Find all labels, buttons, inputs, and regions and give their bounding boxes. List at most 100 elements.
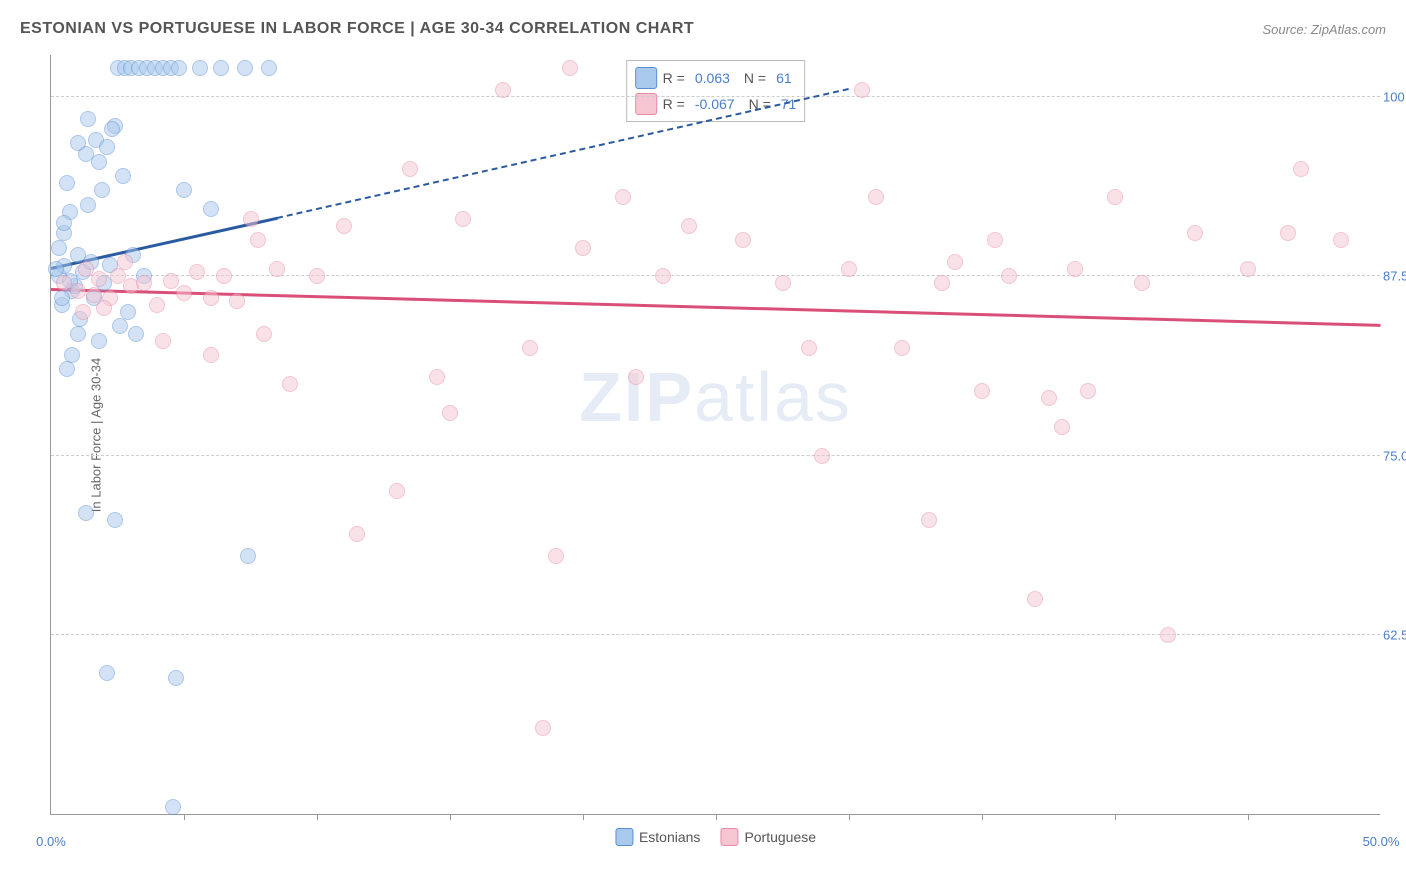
data-point [240,548,256,564]
data-point [309,268,325,284]
y-tick-label: 62.5% [1383,627,1406,642]
data-point [389,483,405,499]
data-point [987,232,1003,248]
data-point [1067,261,1083,277]
data-point [91,271,107,287]
data-point [681,218,697,234]
data-point [735,232,751,248]
data-point [1107,189,1123,205]
data-point [442,405,458,421]
x-tick [716,814,717,820]
data-point [801,340,817,356]
data-point [165,799,181,815]
data-point [562,60,578,76]
legend-r-label: R = [663,96,685,112]
data-point [54,290,70,306]
legend-item-portuguese: Portuguese [720,828,816,846]
legend-n-label: N = [744,70,766,86]
y-axis-title: In Labor Force | Age 30-34 [89,357,104,511]
data-point [841,261,857,277]
data-point [1134,275,1150,291]
data-point [176,285,192,301]
data-point [115,168,131,184]
data-point [91,333,107,349]
data-point [59,175,75,191]
data-point [163,273,179,289]
data-point [934,275,950,291]
trend-line [277,88,849,219]
data-point [974,383,990,399]
data-point [455,211,471,227]
data-point [107,512,123,528]
series-legend: Estonians Portuguese [615,828,816,846]
data-point [495,82,511,98]
data-point [269,261,285,277]
source-label: Source: ZipAtlas.com [1262,22,1386,37]
chart-area: ZIPatlas In Labor Force | Age 30-34 R = … [50,55,1380,815]
legend-series-label: Portuguese [744,829,816,845]
data-point [1027,591,1043,607]
data-point [947,254,963,270]
data-point [80,197,96,213]
data-point [1187,225,1203,241]
data-point [96,300,112,316]
data-point [189,264,205,280]
x-tick [583,814,584,820]
legend-n-value: 61 [776,70,792,86]
data-point [868,189,884,205]
grid-line [51,455,1380,456]
data-point [402,161,418,177]
data-point [548,548,564,564]
data-point [261,60,277,76]
data-point [522,340,538,356]
x-tick [849,814,850,820]
data-point [203,201,219,217]
data-point [894,340,910,356]
data-point [1293,161,1309,177]
data-point [203,347,219,363]
data-point [176,182,192,198]
data-point [112,318,128,334]
data-point [535,720,551,736]
data-point [59,361,75,377]
data-point [1240,261,1256,277]
data-point [203,290,219,306]
legend-item-estonians: Estonians [615,828,700,846]
data-point [336,218,352,234]
x-tick-label: 0.0% [36,834,66,849]
x-tick-label: 50.0% [1363,834,1400,849]
data-point [99,665,115,681]
watermark: ZIPatlas [579,357,852,437]
data-point [155,333,171,349]
data-point [814,448,830,464]
legend-series-label: Estonians [639,829,700,845]
data-point [78,505,94,521]
data-point [120,304,136,320]
data-point [655,268,671,284]
data-point [213,60,229,76]
x-tick [1115,814,1116,820]
data-point [91,154,107,170]
data-point [149,297,165,313]
data-point [56,215,72,231]
data-point [1280,225,1296,241]
data-point [229,293,245,309]
y-tick-label: 100.0% [1383,90,1406,105]
data-point [775,275,791,291]
data-point [70,135,86,151]
data-point [94,182,110,198]
data-point [70,283,86,299]
data-point [104,121,120,137]
data-point [80,111,96,127]
data-point [136,275,152,291]
data-point [1001,268,1017,284]
legend-swatch-icon [615,828,633,846]
data-point [628,369,644,385]
data-point [192,60,208,76]
data-point [1054,419,1070,435]
chart-title: ESTONIAN VS PORTUGUESE IN LABOR FORCE | … [20,20,694,38]
x-tick [317,814,318,820]
data-point [51,240,67,256]
data-point [117,254,133,270]
data-point [349,526,365,542]
